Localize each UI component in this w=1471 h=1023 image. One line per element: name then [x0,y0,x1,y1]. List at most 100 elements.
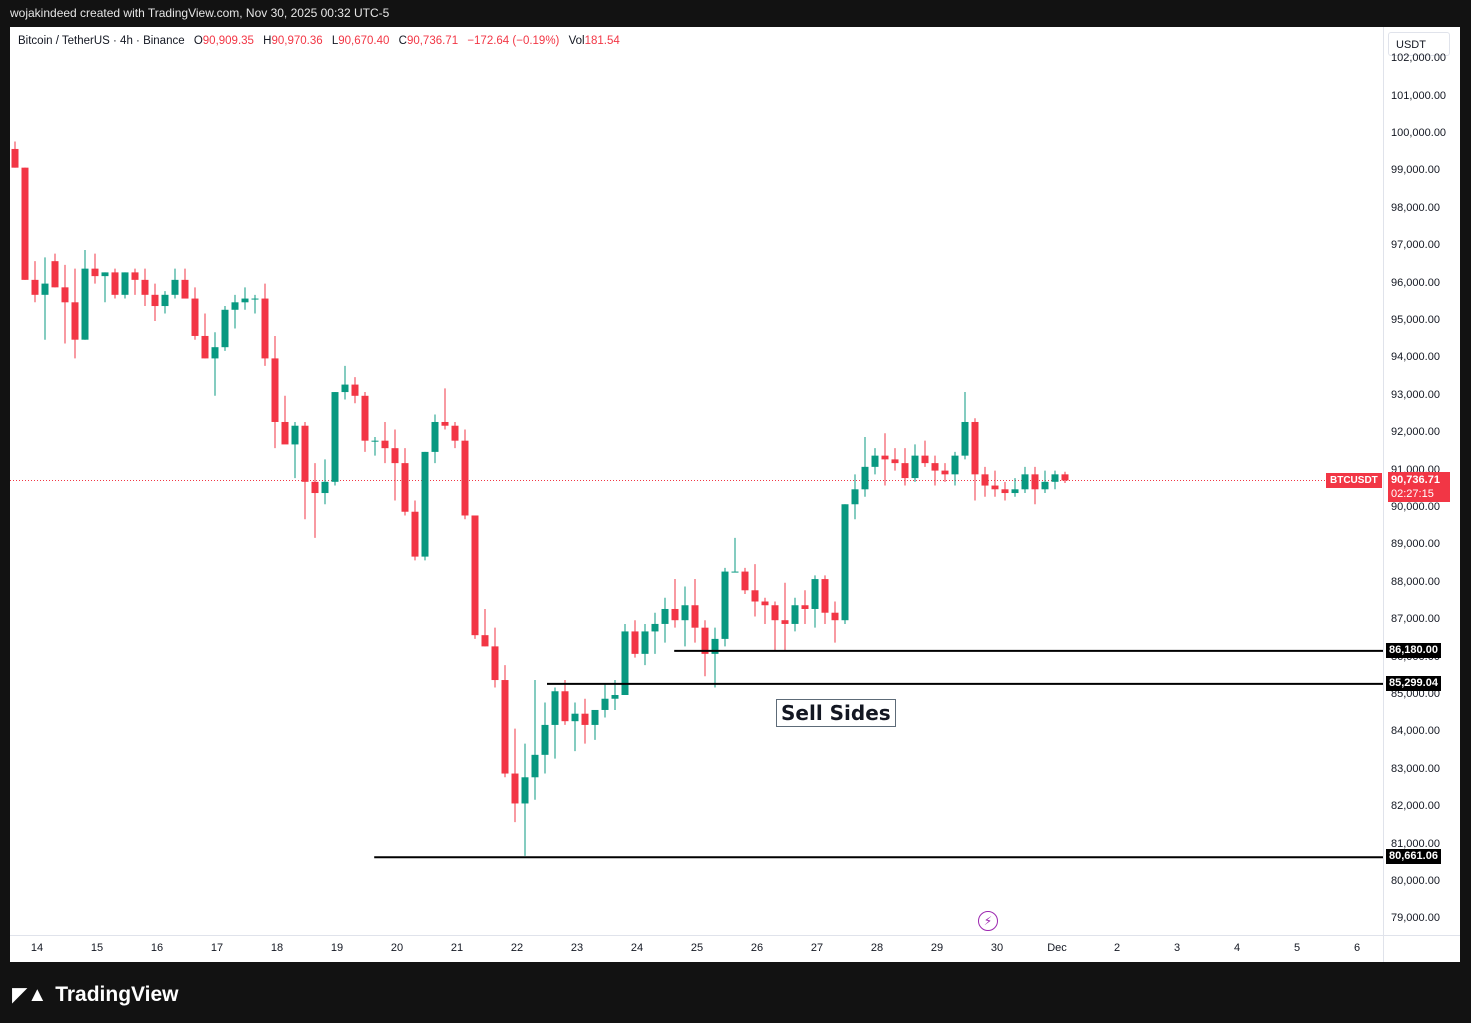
candle-body [661,608,669,624]
candle-body [861,466,869,490]
candle [381,421,389,464]
date-tick: 27 [810,942,824,954]
candle-body [491,646,499,681]
candle-body [151,294,159,307]
candle-body [631,631,639,654]
legend-symbol[interactable]: Bitcoin / TetherUS · 4h · Binance [18,35,185,47]
candle-body [1021,474,1029,490]
footer-brand[interactable]: ◤▲ TradingView [12,982,179,1007]
symbol-price-tag: BTCUSDT [1326,473,1382,489]
bar-countdown: 02:27:15 [1391,488,1434,501]
level-price-label: 80,661.06 [1386,849,1441,865]
candle [591,709,599,740]
candle-body [181,279,189,299]
candle-body [21,167,29,280]
candle [751,564,759,617]
candle-body [521,777,529,804]
candle [951,451,959,486]
candle-body [891,459,899,464]
price-tick: 81,000.00 [1391,837,1440,850]
candle-body [211,347,219,359]
candle [831,601,839,643]
candle-body [681,605,689,621]
candle [261,283,269,366]
candle [1001,481,1009,501]
candle-body [391,448,399,464]
candle [711,627,719,688]
candle [581,698,589,744]
candle-body [461,440,469,516]
candle-body [401,463,409,512]
price-axis-border [1383,27,1384,962]
candle [941,463,949,482]
candle [531,680,539,800]
candle [881,433,889,486]
candle-body [741,571,749,591]
legend-vol-label: Vol [568,35,585,47]
date-tick: 24 [630,942,644,954]
candle [431,414,439,464]
candle-body [931,463,939,471]
date-tick: 2 [1113,942,1121,954]
candle-body [721,571,729,639]
date-tick: 15 [90,942,104,954]
candle [851,474,859,520]
current-price-value: 90,736.71 [1391,474,1440,487]
candle [31,261,39,303]
sell-sides-annotation[interactable]: Sell Sides [776,699,896,727]
price-tick: 83,000.00 [1391,762,1440,775]
candle-body [371,440,379,442]
level-price-label: 86,180.00 [1386,642,1441,658]
candle-body [541,724,549,755]
price-tick: 95,000.00 [1391,314,1440,326]
price-tick: 79,000.00 [1391,912,1440,925]
candle-body [91,268,99,277]
price-tick: 102,000.00 [1391,52,1447,65]
currency-selector[interactable]: USDT [1388,32,1450,56]
candle-body [301,425,309,482]
candle-body [481,635,489,647]
candle [1051,470,1059,490]
candle-body [551,691,559,725]
legend-close-label: C [398,35,407,47]
candle-body [381,440,389,449]
credit-line: wojakindeed created with TradingView.com… [10,6,390,20]
candle [41,257,49,340]
candle [11,141,19,168]
candle [521,743,529,856]
candle [71,268,79,359]
date-tick: 14 [30,942,44,954]
candle-body [971,421,979,475]
price-tick: 89,000.00 [1391,538,1440,551]
candle [231,294,239,329]
candle-body [751,590,759,602]
candle [251,294,259,314]
time-axis-border [10,935,1460,936]
candle [121,272,129,299]
candle-body [1031,474,1039,490]
price-tick: 87,000.00 [1391,613,1440,626]
price-tick: 82,000.00 [1391,800,1440,813]
candle [891,448,899,471]
candle [561,680,569,725]
candle-body [1001,489,1009,494]
candle-body [441,421,449,426]
date-tick: 6 [1353,942,1361,954]
candle-body [341,384,349,393]
candlestick-plot[interactable] [10,27,1383,935]
candle-body [1041,481,1049,490]
lightning-icon[interactable]: ⚡ [978,911,998,931]
candle-body [411,511,419,557]
candle [691,579,699,643]
candle [911,444,919,482]
legend-open: 90,909.35 [202,35,254,47]
candle-body [991,485,999,490]
candle-body [191,298,199,336]
date-tick: 4 [1233,942,1241,954]
price-tick: 98,000.00 [1391,201,1440,214]
candle-body [811,579,819,609]
candle-body [1011,489,1019,494]
candle-body [1051,474,1059,482]
candle-body [731,571,739,573]
legend-low-label: L [331,35,339,47]
